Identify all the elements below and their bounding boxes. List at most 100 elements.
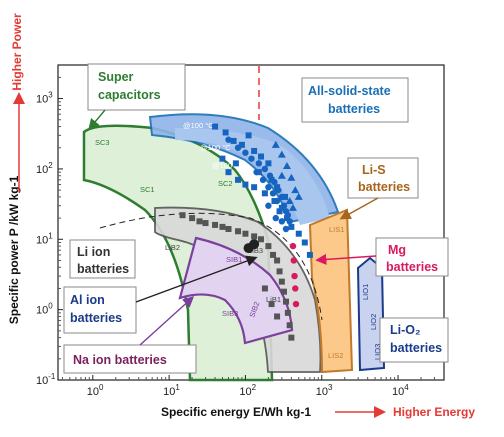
data-point-square bbox=[219, 223, 226, 230]
data-point-square bbox=[235, 228, 242, 235]
zone-label: LiB1 bbox=[266, 295, 281, 304]
data-point-square bbox=[225, 226, 232, 233]
data-point-circle bbox=[249, 239, 260, 250]
y-tick-label: 103 bbox=[36, 91, 53, 106]
data-point-circle bbox=[242, 149, 249, 156]
data-point-circle bbox=[290, 257, 297, 264]
callout-li-s: Li-S batteries bbox=[339, 157, 419, 220]
data-point-square bbox=[238, 141, 245, 148]
data-point-triangle bbox=[291, 186, 300, 194]
data-point-circle bbox=[253, 168, 260, 176]
data-point-circle bbox=[280, 202, 288, 209]
callout-line: batteries bbox=[358, 180, 410, 194]
temperature-annotation: @100 °C bbox=[200, 143, 231, 152]
x-tick-label: 104 bbox=[392, 383, 409, 398]
zone-label: SIB3 bbox=[222, 309, 238, 318]
callout-mg: Mg batteries bbox=[315, 237, 449, 277]
y-axis-label: Specific power P /kW kg-1 bbox=[7, 175, 21, 324]
data-point-square bbox=[235, 176, 242, 183]
data-point-square bbox=[265, 243, 272, 250]
data-point-circle bbox=[282, 225, 290, 233]
data-point-circle bbox=[225, 136, 232, 143]
zone-label: SC3 bbox=[95, 138, 110, 147]
callout-na-ion: Na ion batteries bbox=[63, 296, 197, 374]
zone-label: LiB2 bbox=[165, 243, 180, 252]
data-point-circle bbox=[284, 211, 292, 219]
data-point-circle bbox=[266, 172, 274, 179]
callout-line: batteries bbox=[386, 260, 438, 274]
data-point-triangle bbox=[277, 171, 286, 179]
zone-labels: SC3 SC2 SC1 LiB2 LiB3 LiB1 SIB1 SIB2 SIB… bbox=[95, 121, 382, 360]
data-point-square bbox=[268, 176, 275, 183]
x-tick-label: 103 bbox=[316, 383, 333, 398]
data-point-circle bbox=[265, 202, 272, 209]
data-point-square bbox=[251, 233, 258, 240]
zone-label: SIB1 bbox=[226, 255, 242, 264]
callout-al-ion: Al ion batteries bbox=[63, 255, 258, 334]
callout-line: batteries bbox=[70, 311, 122, 325]
x-tick-label: 102 bbox=[239, 383, 256, 398]
zone-label: LIS2 bbox=[328, 351, 343, 360]
data-point-square bbox=[286, 322, 293, 329]
higher-energy-label: Higher Energy bbox=[393, 405, 475, 419]
data-point-circle bbox=[273, 197, 281, 205]
data-point-square bbox=[251, 147, 258, 154]
data-point-triangle bbox=[287, 173, 296, 181]
data-point-square bbox=[258, 153, 265, 160]
callout-line: Li-S bbox=[362, 163, 386, 177]
data-point-triangle bbox=[285, 197, 294, 205]
data-point-triangle bbox=[271, 140, 280, 148]
data-point-square bbox=[274, 313, 281, 320]
zone-label: LiB3 bbox=[248, 246, 263, 255]
callout-line: batteries bbox=[390, 341, 442, 355]
data-point-square bbox=[278, 278, 285, 285]
data-point-square bbox=[179, 212, 186, 219]
data-point-circle bbox=[278, 193, 286, 201]
zone-label: LIO2 bbox=[369, 314, 378, 330]
data-point-square bbox=[276, 268, 283, 275]
data-point-square bbox=[196, 218, 203, 225]
data-point-circle bbox=[234, 144, 242, 151]
higher-power-label: Higher Power bbox=[10, 13, 24, 91]
data-point-square bbox=[261, 285, 268, 292]
data-point-square bbox=[288, 334, 295, 341]
data-point-circle bbox=[261, 165, 269, 173]
data-markers bbox=[179, 123, 313, 341]
callout-line: batteries bbox=[328, 102, 380, 116]
data-point-square bbox=[225, 169, 232, 176]
data-point-triangle bbox=[282, 162, 291, 170]
zone-label: LIO3 bbox=[373, 344, 382, 360]
callout-line: batteries bbox=[77, 262, 129, 276]
data-point-square bbox=[212, 123, 219, 130]
data-point-circle bbox=[271, 178, 278, 186]
data-point-circle bbox=[278, 218, 286, 225]
data-point-circle bbox=[248, 155, 255, 162]
data-point-circle bbox=[269, 190, 277, 197]
data-point-square bbox=[306, 251, 313, 258]
data-point-square bbox=[265, 160, 272, 167]
callout-line: Super bbox=[98, 70, 134, 84]
data-point-circle bbox=[255, 160, 263, 167]
data-point-circle bbox=[259, 176, 267, 184]
data-point-square bbox=[222, 129, 229, 136]
zone-label: SC2 bbox=[218, 179, 233, 188]
data-point-square bbox=[284, 309, 291, 316]
data-point-square bbox=[295, 230, 302, 237]
callout-line: Li ion bbox=[77, 245, 110, 259]
data-point-square bbox=[282, 298, 289, 305]
callout-line: All-solid-state bbox=[308, 84, 391, 98]
callout-all-solid-state: All-solid-state batteries bbox=[301, 77, 409, 123]
data-point-square bbox=[261, 190, 268, 197]
callout-line: Na ion batteries bbox=[73, 353, 167, 367]
callout-line: Mg bbox=[388, 243, 406, 257]
data-point-circle bbox=[272, 214, 279, 222]
data-point-square bbox=[280, 288, 287, 295]
data-point-square bbox=[230, 137, 237, 144]
x-tick-label: 100 bbox=[87, 383, 104, 398]
data-point-triangle bbox=[294, 192, 303, 200]
callout-supercapacitors: Super capacitors bbox=[87, 63, 186, 131]
data-point-circle bbox=[291, 272, 298, 280]
y-tick-label: 100 bbox=[36, 302, 53, 317]
data-point-square bbox=[251, 184, 258, 191]
